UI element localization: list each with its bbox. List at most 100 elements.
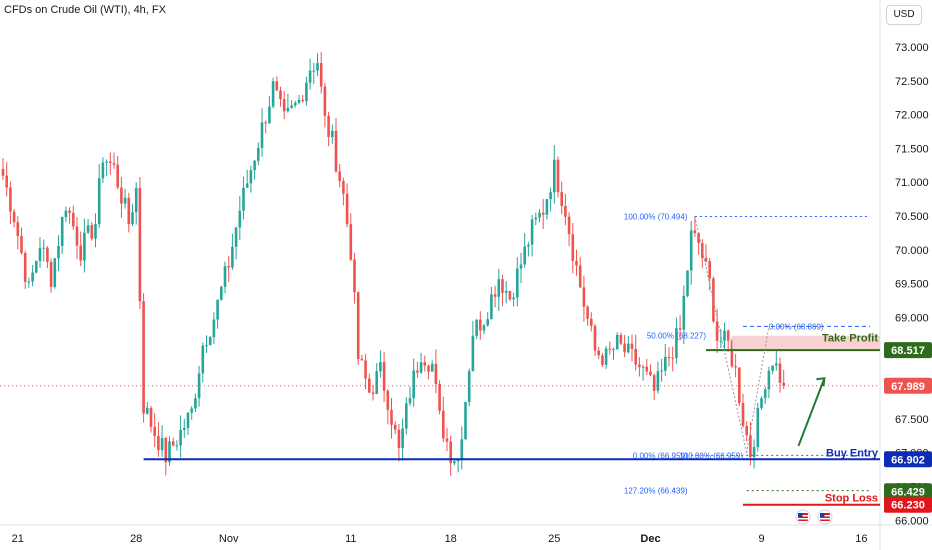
candle-body <box>456 459 460 462</box>
fib-label: 100.00% (66.959) <box>679 451 743 460</box>
candle-body <box>23 253 27 282</box>
candle-body <box>279 90 282 100</box>
candle-body <box>508 290 512 300</box>
candle-body <box>294 102 297 106</box>
candle-body <box>238 210 242 228</box>
svg-text:67.989: 67.989 <box>891 381 925 393</box>
currency-button[interactable]: USD <box>886 5 922 25</box>
fib-127-badge: 66.429 <box>884 483 932 500</box>
x-tick-label: 9 <box>758 533 764 545</box>
candle-body <box>360 359 364 361</box>
stop-loss-badge: 66.230 <box>884 496 932 513</box>
candle-body <box>212 319 216 338</box>
candle-body <box>249 170 253 184</box>
candle-body <box>493 294 497 297</box>
candle-body <box>86 225 90 233</box>
candle-body <box>475 319 478 336</box>
candle-body <box>301 99 304 102</box>
candle-body <box>449 441 452 464</box>
candle-body <box>601 355 604 365</box>
candle-body <box>319 63 323 87</box>
candle-body <box>430 363 434 372</box>
candle-body <box>623 343 626 353</box>
projection-arrow <box>797 377 826 447</box>
candle-body <box>334 130 338 172</box>
candle-body <box>83 232 86 261</box>
x-tick-label: Nov <box>219 533 239 545</box>
svg-text:66.429: 66.429 <box>891 486 925 498</box>
candle-body <box>312 70 316 72</box>
candle-body <box>60 217 64 246</box>
candle-body <box>612 349 615 351</box>
candle-body <box>90 225 94 239</box>
candle-body <box>149 407 153 427</box>
candle-body <box>689 230 693 271</box>
candle-body <box>608 348 612 350</box>
candle-body <box>97 178 101 225</box>
candle-body <box>560 192 563 206</box>
candle-body <box>564 205 567 217</box>
candle-body <box>220 286 223 300</box>
candle-body <box>490 294 493 320</box>
candle-body <box>160 438 164 451</box>
candle-body <box>16 222 20 236</box>
candle-body <box>408 398 412 404</box>
candle-body <box>708 261 711 279</box>
candle-body <box>231 246 234 268</box>
candle-body <box>197 373 201 399</box>
x-tick-label: 25 <box>548 533 560 545</box>
candle-body <box>545 199 549 215</box>
fib-label: 100.00% (70.494) <box>624 212 688 221</box>
candle-body <box>553 159 556 193</box>
candle-body <box>42 247 45 249</box>
candle-body <box>427 365 430 372</box>
fib-label: 0.00% (66.959) <box>633 451 688 460</box>
candle-body <box>253 160 256 171</box>
candle-body <box>297 99 301 103</box>
fib-diagonal-2 <box>746 326 770 453</box>
y-tick-label: 71.500 <box>895 143 929 155</box>
candle-body <box>482 325 486 331</box>
candle-body <box>9 187 12 212</box>
candle-body <box>438 383 441 411</box>
candle-body <box>79 245 82 261</box>
candle-body <box>168 441 171 463</box>
candle-body <box>331 130 334 138</box>
candle-body <box>726 330 730 341</box>
candle-body <box>138 187 142 302</box>
candle-body <box>582 287 586 307</box>
us-flag-icon[interactable] <box>795 509 811 525</box>
candle-body <box>486 319 489 326</box>
candles <box>1 52 785 476</box>
candle-body <box>734 366 737 368</box>
candle-body <box>512 297 515 300</box>
candle-body <box>338 171 341 182</box>
candle-body <box>94 224 97 239</box>
fib-label: 127.20% (66.439) <box>624 487 688 496</box>
candle-body <box>175 445 179 447</box>
candle-body <box>416 370 419 373</box>
y-tick-label: 72.500 <box>895 76 929 88</box>
candle-body <box>323 86 327 116</box>
candle-body <box>649 371 652 376</box>
candle-body <box>393 424 397 430</box>
candle-body <box>35 260 38 273</box>
candle-body <box>123 197 127 204</box>
candle-body <box>593 325 597 351</box>
candle-body <box>597 350 600 356</box>
candle-body <box>268 106 271 124</box>
candle-body <box>112 163 116 165</box>
candle-body <box>523 246 526 265</box>
us-flag-icon[interactable] <box>817 509 833 525</box>
candle-body <box>368 378 371 393</box>
candle-body <box>68 210 71 213</box>
candle-body <box>379 362 382 372</box>
candle-body <box>1 168 5 176</box>
candle-body <box>286 107 290 112</box>
candle-body <box>693 230 697 234</box>
candle-body <box>316 63 319 71</box>
candle-body <box>120 187 123 204</box>
candle-body <box>412 370 415 399</box>
candle-body <box>164 438 168 463</box>
